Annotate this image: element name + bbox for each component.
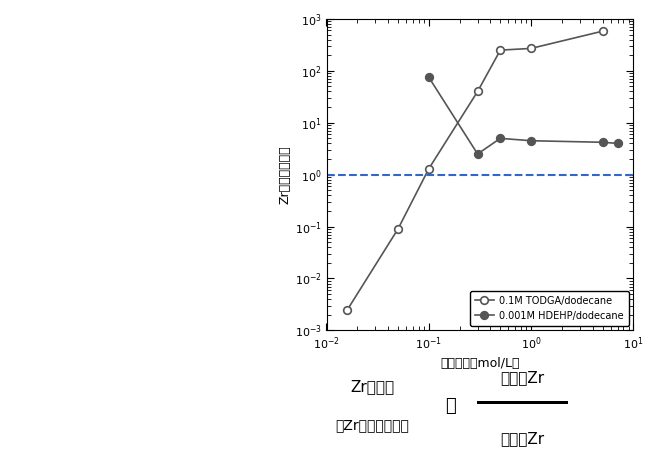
Text: 水中のZr: 水中のZr (500, 431, 545, 447)
Legend: 0.1M TODGA/dodecane, 0.001M HDEHP/dodecane: 0.1M TODGA/dodecane, 0.001M HDEHP/dodeca… (470, 291, 629, 326)
Line: 0.001M HDEHP/dodecane: 0.001M HDEHP/dodecane (425, 74, 622, 158)
0.1M TODGA/dodecane (343, 307, 351, 312)
0.001M HDEHP/dodecane (599, 139, 607, 145)
0.1M TODGA/dodecane (496, 47, 504, 53)
0.001M HDEHP/dodecane (473, 151, 481, 157)
Text: ＝: ＝ (445, 397, 456, 415)
0.1M TODGA/dodecane (599, 28, 607, 34)
X-axis label: 硝酸濃度（mol/L）: 硝酸濃度（mol/L） (440, 357, 520, 371)
0.001M HDEHP/dodecane (496, 135, 504, 141)
Y-axis label: Zr分配比（－）: Zr分配比（－） (279, 145, 292, 204)
0.1M TODGA/dodecane (473, 89, 481, 94)
Line: 0.1M TODGA/dodecane: 0.1M TODGA/dodecane (343, 27, 607, 313)
Text: （Zrの分離性能）: （Zrの分離性能） (335, 418, 409, 432)
Text: 油中のZr: 油中のZr (500, 370, 545, 385)
0.1M TODGA/dodecane (394, 226, 402, 232)
0.001M HDEHP/dodecane (425, 75, 433, 80)
Text: Zr分配比: Zr分配比 (350, 379, 394, 395)
0.001M HDEHP/dodecane (614, 141, 622, 146)
0.001M HDEHP/dodecane (527, 138, 535, 143)
0.1M TODGA/dodecane (425, 166, 433, 171)
0.1M TODGA/dodecane (527, 46, 535, 51)
